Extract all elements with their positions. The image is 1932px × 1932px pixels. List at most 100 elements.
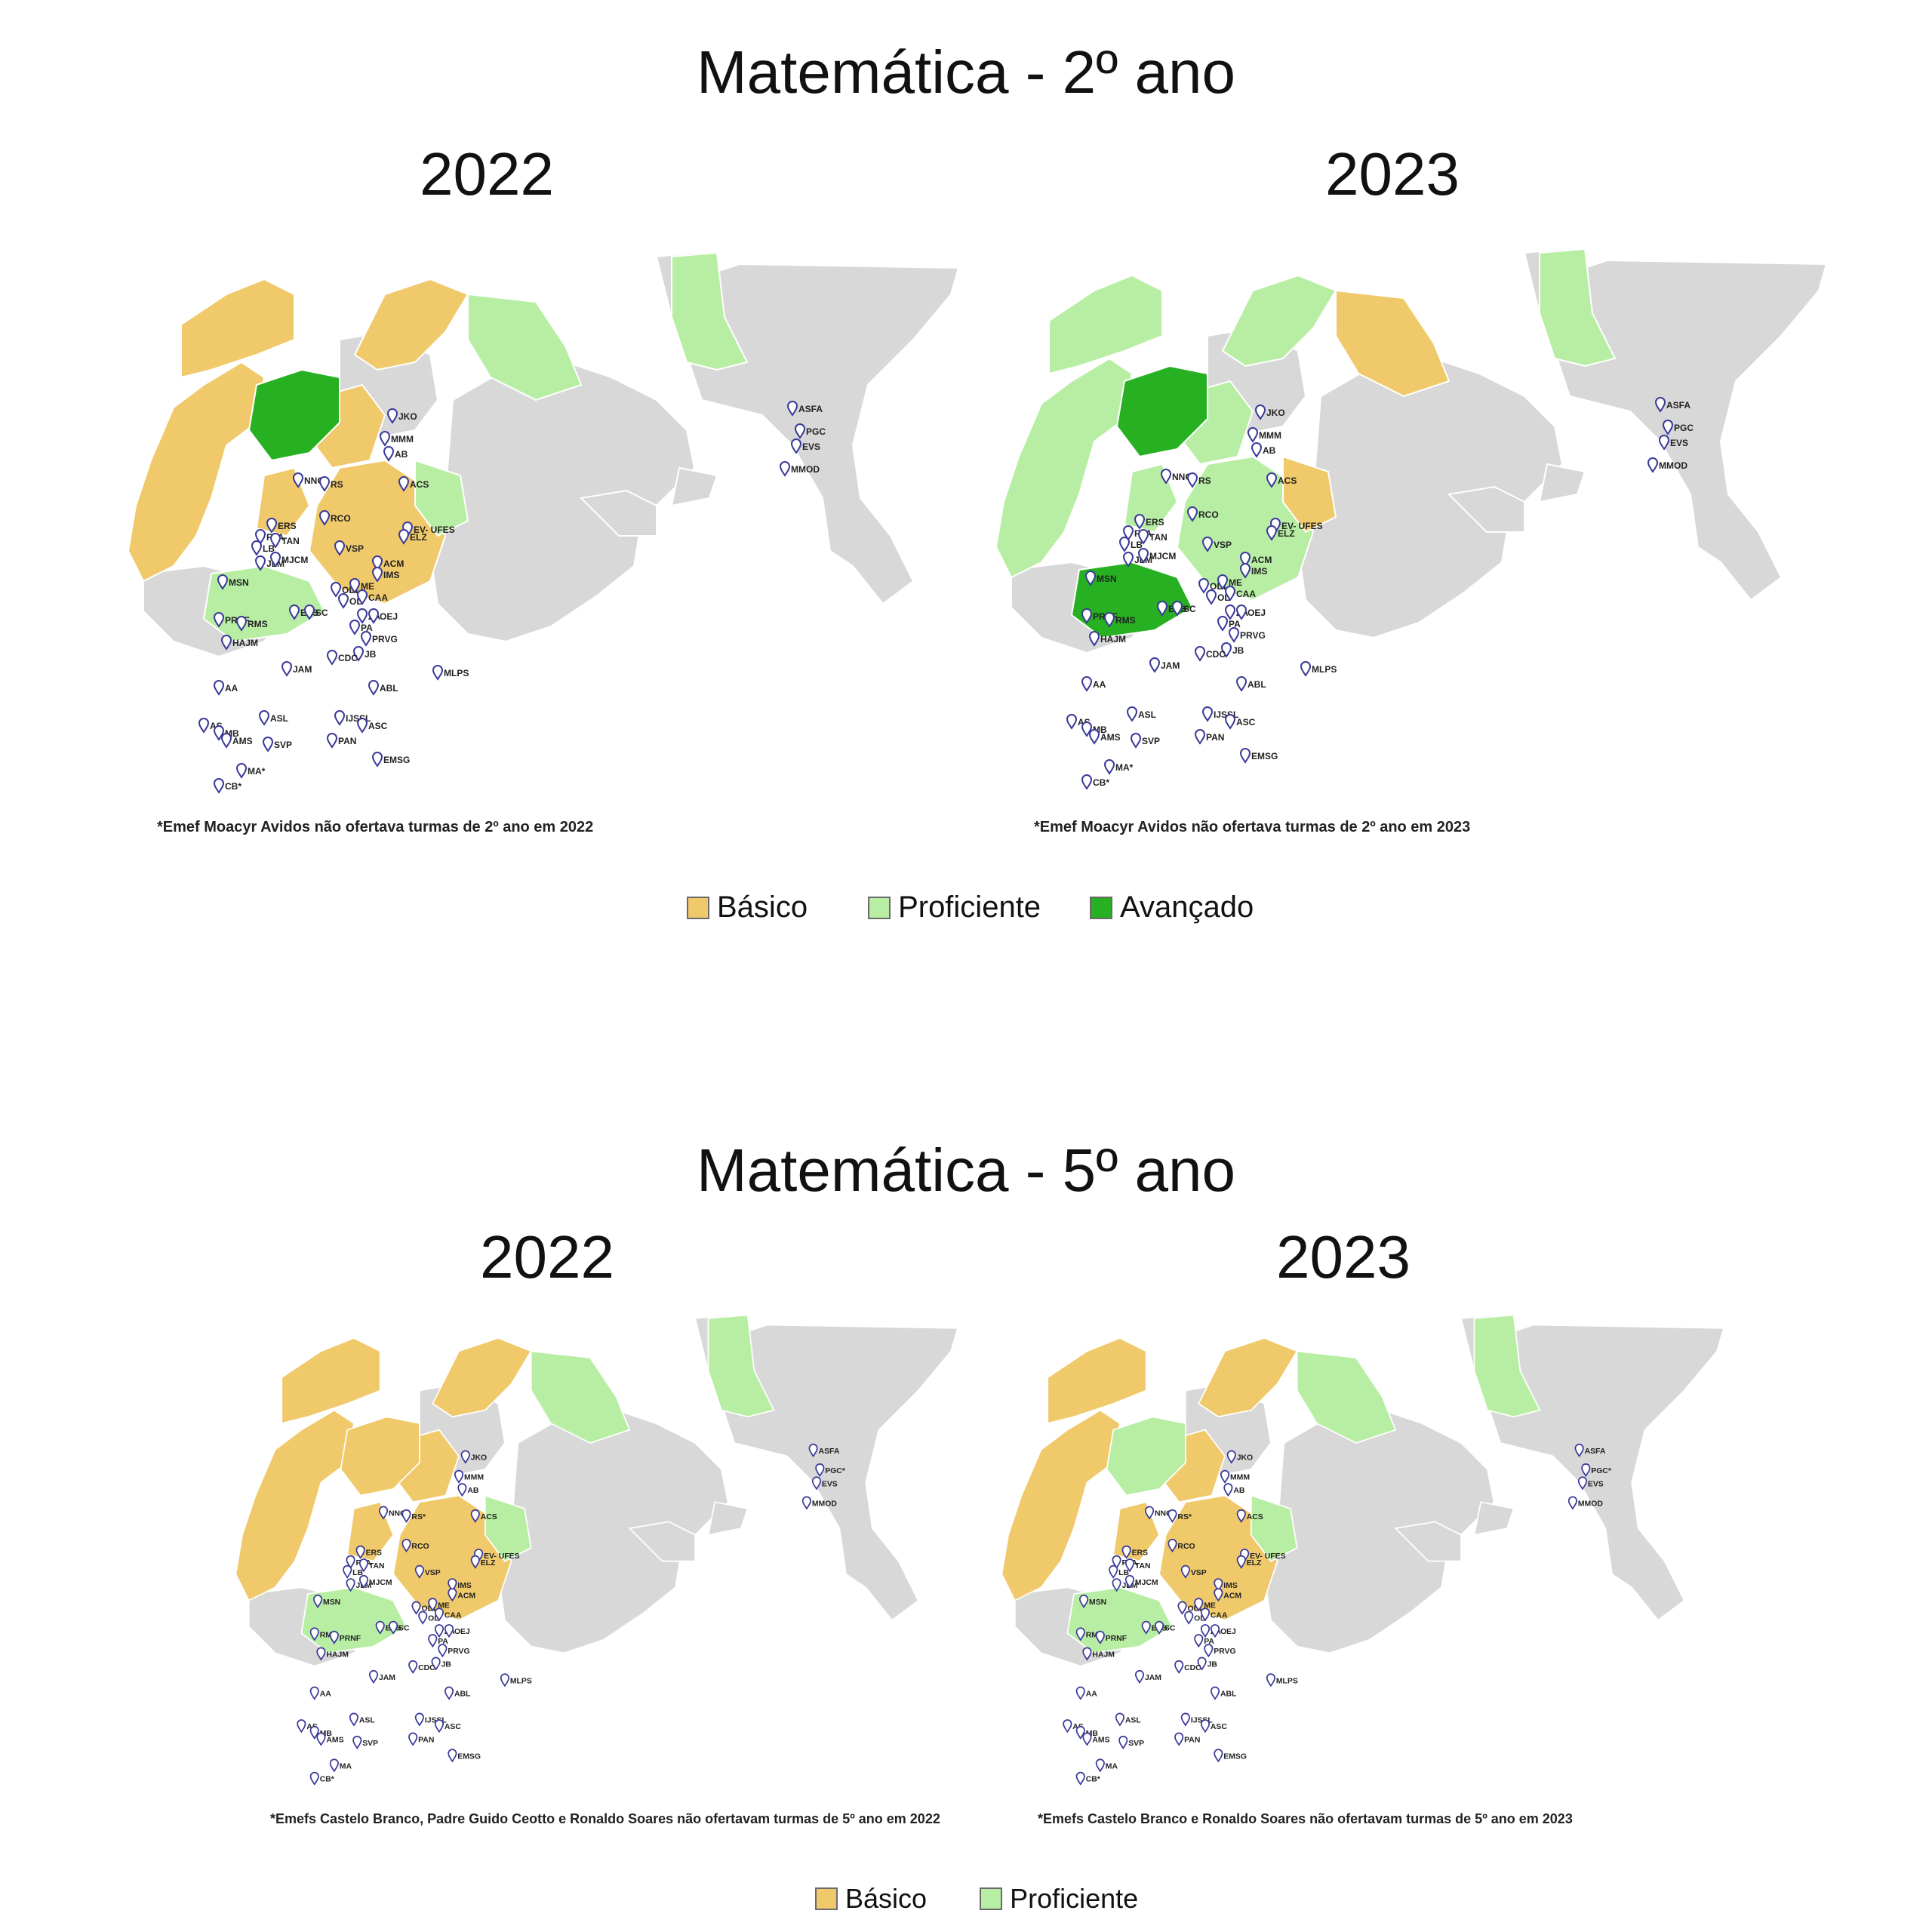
- school-pin-icon[interactable]: [815, 1463, 825, 1478]
- school-pin-icon[interactable]: [1112, 1578, 1121, 1592]
- school-pin-icon[interactable]: [1214, 1578, 1223, 1592]
- school-pin-icon[interactable]: [379, 431, 391, 447]
- school-pin-icon[interactable]: [1118, 1735, 1128, 1749]
- school-pin-icon[interactable]: [1075, 1771, 1085, 1786]
- school-pin-icon[interactable]: [371, 555, 383, 571]
- school-pin-icon[interactable]: [1081, 721, 1093, 737]
- school-pin-icon[interactable]: [1180, 1712, 1190, 1727]
- school-pin-icon[interactable]: [1063, 1719, 1072, 1734]
- school-pin-icon[interactable]: [1210, 1624, 1220, 1638]
- school-pin-icon[interactable]: [1266, 1673, 1276, 1687]
- school-pin-icon[interactable]: [1214, 1749, 1223, 1763]
- school-pin-icon[interactable]: [235, 616, 248, 632]
- school-pin-icon[interactable]: [432, 665, 444, 681]
- school-pin-icon[interactable]: [356, 608, 368, 624]
- school-pin-icon[interactable]: [500, 1673, 510, 1687]
- school-pin-icon[interactable]: [1226, 1450, 1236, 1464]
- school-pin-icon[interactable]: [358, 1558, 369, 1573]
- school-pin-icon[interactable]: [1171, 601, 1183, 617]
- school-pin-icon[interactable]: [460, 1450, 470, 1464]
- school-pin-icon[interactable]: [1088, 631, 1100, 647]
- school-pin-icon[interactable]: [1654, 397, 1666, 413]
- school-pin-icon[interactable]: [454, 1469, 464, 1484]
- school-pin-icon[interactable]: [1220, 1469, 1230, 1484]
- school-pin-icon[interactable]: [352, 1735, 362, 1749]
- school-pin-icon[interactable]: [388, 1620, 398, 1635]
- school-pin-icon[interactable]: [352, 646, 365, 662]
- school-pin-icon[interactable]: [358, 1574, 369, 1589]
- school-pin-icon[interactable]: [213, 778, 225, 794]
- school-pin-icon[interactable]: [1217, 574, 1229, 590]
- school-pin-icon[interactable]: [1168, 1509, 1177, 1523]
- school-pin-icon[interactable]: [1134, 1670, 1145, 1684]
- school-pin-icon[interactable]: [1236, 1509, 1246, 1523]
- school-pin-icon[interactable]: [1201, 706, 1214, 722]
- school-pin-icon[interactable]: [349, 1712, 359, 1727]
- school-pin-icon[interactable]: [414, 1564, 424, 1579]
- school-pin-icon[interactable]: [346, 1578, 355, 1592]
- school-pin-icon[interactable]: [408, 1732, 418, 1746]
- school-pin-icon[interactable]: [1224, 586, 1236, 601]
- school-pin-icon[interactable]: [1066, 714, 1078, 730]
- school-pin-icon[interactable]: [1186, 506, 1198, 522]
- school-pin-icon[interactable]: [428, 1598, 438, 1612]
- school-pin-icon[interactable]: [790, 438, 802, 454]
- school-pin-icon[interactable]: [1082, 1647, 1092, 1661]
- school-pin-icon[interactable]: [1266, 472, 1278, 488]
- school-pin-icon[interactable]: [312, 1595, 323, 1609]
- school-pin-icon[interactable]: [1205, 589, 1217, 605]
- school-pin-icon[interactable]: [1115, 1712, 1125, 1727]
- school-pin-icon[interactable]: [303, 605, 315, 620]
- school-pin-icon[interactable]: [1239, 748, 1251, 764]
- school-pin-icon[interactable]: [356, 589, 368, 605]
- school-pin-icon[interactable]: [1251, 442, 1263, 458]
- school-pin-icon[interactable]: [438, 1644, 448, 1658]
- school-pin-icon[interactable]: [1224, 714, 1236, 730]
- school-pin-icon[interactable]: [1103, 759, 1115, 775]
- school-pin-icon[interactable]: [1658, 435, 1670, 451]
- school-pin-icon[interactable]: [457, 1483, 467, 1497]
- school-pin-icon[interactable]: [1214, 1588, 1223, 1602]
- school-pin-icon[interactable]: [281, 661, 293, 677]
- school-pin-icon[interactable]: [1200, 1607, 1211, 1622]
- school-pin-icon[interactable]: [1194, 729, 1206, 745]
- school-pin-icon[interactable]: [401, 1509, 411, 1523]
- school-pin-icon[interactable]: [1194, 1598, 1204, 1612]
- school-pin-icon[interactable]: [266, 518, 278, 534]
- school-pin-icon[interactable]: [470, 1555, 480, 1569]
- school-pin-icon[interactable]: [1137, 548, 1149, 564]
- school-pin-icon[interactable]: [444, 1686, 454, 1700]
- school-pin-icon[interactable]: [1235, 605, 1247, 620]
- school-pin-icon[interactable]: [262, 737, 274, 752]
- school-pin-icon[interactable]: [326, 733, 338, 749]
- school-pin-icon[interactable]: [1567, 1496, 1578, 1510]
- school-pin-icon[interactable]: [1124, 1558, 1135, 1573]
- school-pin-icon[interactable]: [1078, 1595, 1089, 1609]
- school-pin-icon[interactable]: [1137, 529, 1149, 545]
- school-pin-icon[interactable]: [1095, 1758, 1105, 1773]
- school-pin-icon[interactable]: [368, 1670, 379, 1684]
- school-pin-icon[interactable]: [1095, 1630, 1105, 1644]
- school-pin-icon[interactable]: [330, 582, 342, 598]
- school-pin-icon[interactable]: [309, 1771, 319, 1786]
- school-pin-icon[interactable]: [213, 612, 225, 628]
- school-pin-icon[interactable]: [1121, 1545, 1131, 1559]
- school-pin-icon[interactable]: [1228, 627, 1240, 643]
- school-pin-icon[interactable]: [198, 718, 210, 734]
- school-pin-icon[interactable]: [220, 733, 232, 749]
- school-pin-icon[interactable]: [288, 605, 300, 620]
- school-pin-icon[interactable]: [448, 1749, 457, 1763]
- school-pin-icon[interactable]: [1200, 1719, 1211, 1734]
- school-pin-icon[interactable]: [254, 529, 266, 545]
- school-pin-icon[interactable]: [1149, 657, 1161, 673]
- school-pin-icon[interactable]: [794, 423, 806, 439]
- school-pin-icon[interactable]: [1647, 457, 1659, 473]
- school-pin-icon[interactable]: [343, 1564, 352, 1579]
- school-pin-icon[interactable]: [329, 1630, 339, 1644]
- school-pin-icon[interactable]: [220, 635, 232, 651]
- school-pin-icon[interactable]: [1197, 1657, 1207, 1671]
- school-pin-icon[interactable]: [334, 710, 346, 726]
- school-pin-icon[interactable]: [1141, 1620, 1151, 1635]
- school-pin-icon[interactable]: [297, 1719, 306, 1734]
- school-pin-icon[interactable]: [1081, 774, 1093, 790]
